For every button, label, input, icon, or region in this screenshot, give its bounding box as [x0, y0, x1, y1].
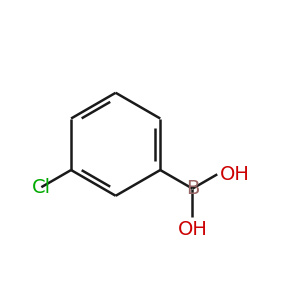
Text: OH: OH [178, 220, 207, 239]
Text: B: B [186, 179, 199, 198]
Text: Cl: Cl [32, 178, 51, 197]
Text: OH: OH [220, 165, 250, 184]
